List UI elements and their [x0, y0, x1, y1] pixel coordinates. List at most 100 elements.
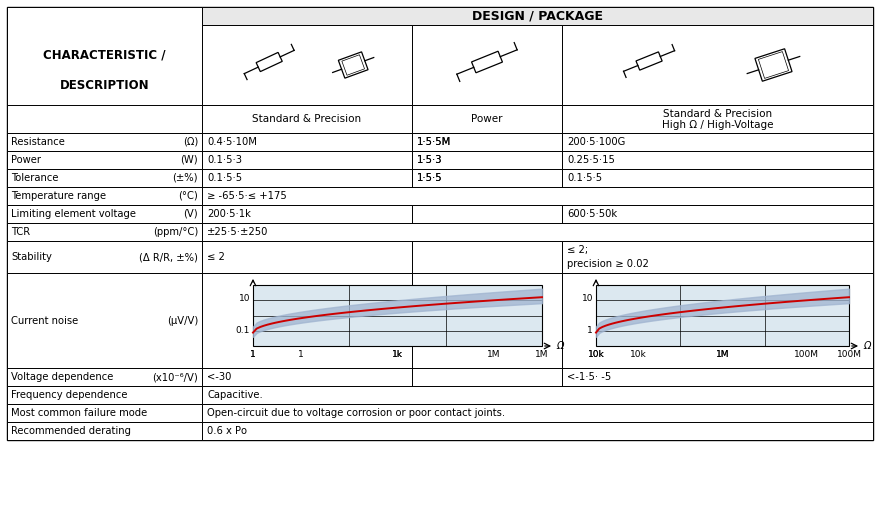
Text: <-30: <-30	[207, 372, 231, 382]
Text: Standard & Precision: Standard & Precision	[663, 109, 772, 119]
Text: (ppm/°C): (ppm/°C)	[153, 227, 198, 237]
Text: Power: Power	[472, 114, 502, 124]
Text: 1M: 1M	[715, 350, 730, 359]
Bar	[412, 368, 562, 386]
Bar	[596, 285, 849, 346]
Bar	[412, 151, 562, 169]
Text: 0.1·5·3: 0.1·5·3	[207, 155, 242, 165]
Bar	[202, 105, 412, 133]
Bar	[562, 105, 873, 133]
Bar	[412, 25, 562, 105]
Bar	[202, 25, 412, 105]
Text: 0.1: 0.1	[236, 326, 250, 335]
Text: 10: 10	[582, 294, 593, 303]
Bar	[562, 25, 873, 105]
Text: (Ω): (Ω)	[183, 137, 198, 147]
Bar	[253, 285, 542, 346]
Text: High Ω / High-Voltage: High Ω / High-Voltage	[662, 120, 774, 130]
Text: 0.1·5·5: 0.1·5·5	[207, 173, 242, 183]
Bar	[202, 273, 412, 368]
Text: 1·5·5: 1·5·5	[417, 173, 443, 183]
Text: DESCRIPTION: DESCRIPTION	[60, 79, 150, 92]
Text: 0.1·5·5: 0.1·5·5	[567, 173, 602, 183]
Bar	[202, 169, 412, 187]
Bar	[412, 133, 562, 151]
Text: CHARACTERISTIC /: CHARACTERISTIC /	[43, 49, 165, 62]
Bar	[7, 7, 873, 440]
Text: (μV/V): (μV/V)	[166, 315, 198, 326]
Bar	[202, 404, 873, 422]
Text: DESIGN / PACKAGE: DESIGN / PACKAGE	[472, 9, 603, 22]
Text: ≥ -65·5·≤ +175: ≥ -65·5·≤ +175	[207, 191, 287, 201]
Text: (V): (V)	[183, 209, 198, 219]
Text: precision ≥ 0.02: precision ≥ 0.02	[567, 259, 649, 269]
Text: Limiting element voltage: Limiting element voltage	[11, 209, 136, 219]
Text: 1·5·5M: 1·5·5M	[417, 137, 451, 147]
Bar	[202, 241, 412, 273]
Bar	[412, 241, 562, 273]
Text: Stability: Stability	[11, 252, 52, 262]
Bar	[7, 151, 202, 169]
Text: (W): (W)	[180, 155, 198, 165]
Text: 100M: 100M	[837, 350, 862, 359]
Text: 0.6 x Pᴏ: 0.6 x Pᴏ	[207, 426, 247, 436]
Bar	[7, 422, 202, 440]
Bar	[412, 205, 562, 223]
Text: 1·5·5M: 1·5·5M	[417, 137, 451, 147]
Text: Ω: Ω	[863, 341, 870, 351]
Text: ±25·5·±250: ±25·5·±250	[207, 227, 268, 237]
Text: 1: 1	[250, 350, 256, 359]
Polygon shape	[472, 51, 502, 73]
Text: 10k: 10k	[630, 350, 647, 359]
Text: TCR: TCR	[11, 227, 30, 237]
Text: (°C): (°C)	[179, 191, 198, 201]
Text: 10: 10	[238, 294, 250, 303]
Bar	[7, 368, 202, 386]
Bar	[7, 133, 202, 151]
Bar	[412, 169, 562, 187]
Bar	[412, 273, 562, 368]
Bar	[7, 169, 202, 187]
Text: ≤ 2: ≤ 2	[207, 252, 225, 262]
Polygon shape	[636, 52, 662, 70]
Text: (Δ R/R, ±%): (Δ R/R, ±%)	[139, 252, 198, 262]
Bar	[562, 133, 873, 151]
Text: <-1·5· -5: <-1·5· -5	[567, 372, 612, 382]
Text: (±%): (±%)	[172, 173, 198, 183]
Bar	[562, 151, 873, 169]
Text: 1·5·3: 1·5·3	[417, 155, 443, 165]
Bar	[202, 223, 873, 241]
Text: Resistance: Resistance	[11, 137, 65, 147]
Text: 1M: 1M	[535, 350, 549, 359]
Text: 200·5·100G: 200·5·100G	[567, 137, 626, 147]
Text: 1M: 1M	[488, 350, 501, 359]
Polygon shape	[755, 49, 792, 81]
Text: 1: 1	[587, 326, 593, 335]
Bar	[7, 223, 202, 241]
Bar	[7, 273, 202, 368]
Text: 600·5·50k: 600·5·50k	[567, 209, 617, 219]
Text: 10k: 10k	[588, 350, 605, 359]
Bar	[7, 205, 202, 223]
Bar	[202, 386, 873, 404]
Text: 1·5·3: 1·5·3	[417, 155, 443, 165]
Text: Most common failure mode: Most common failure mode	[11, 408, 147, 418]
Text: Capacitive.: Capacitive.	[207, 390, 263, 400]
Bar	[562, 169, 873, 187]
Bar	[202, 368, 412, 386]
Bar	[562, 205, 873, 223]
Bar	[202, 133, 412, 151]
Bar	[562, 368, 873, 386]
Text: 0.25·5·15: 0.25·5·15	[567, 155, 615, 165]
Text: 1·5·5: 1·5·5	[417, 173, 443, 183]
Bar	[562, 273, 873, 368]
Bar	[202, 422, 873, 440]
Text: Open-circuit due to voltage corrosion or poor contact joints.: Open-circuit due to voltage corrosion or…	[207, 408, 505, 418]
Text: 1M: 1M	[715, 350, 730, 359]
Bar	[7, 404, 202, 422]
Text: 200·5·1k: 200·5·1k	[207, 209, 251, 219]
Text: 1: 1	[250, 350, 256, 359]
Text: (x10⁻⁶/V): (x10⁻⁶/V)	[152, 372, 198, 382]
Bar	[7, 187, 202, 205]
Text: Current noise: Current noise	[11, 315, 78, 326]
